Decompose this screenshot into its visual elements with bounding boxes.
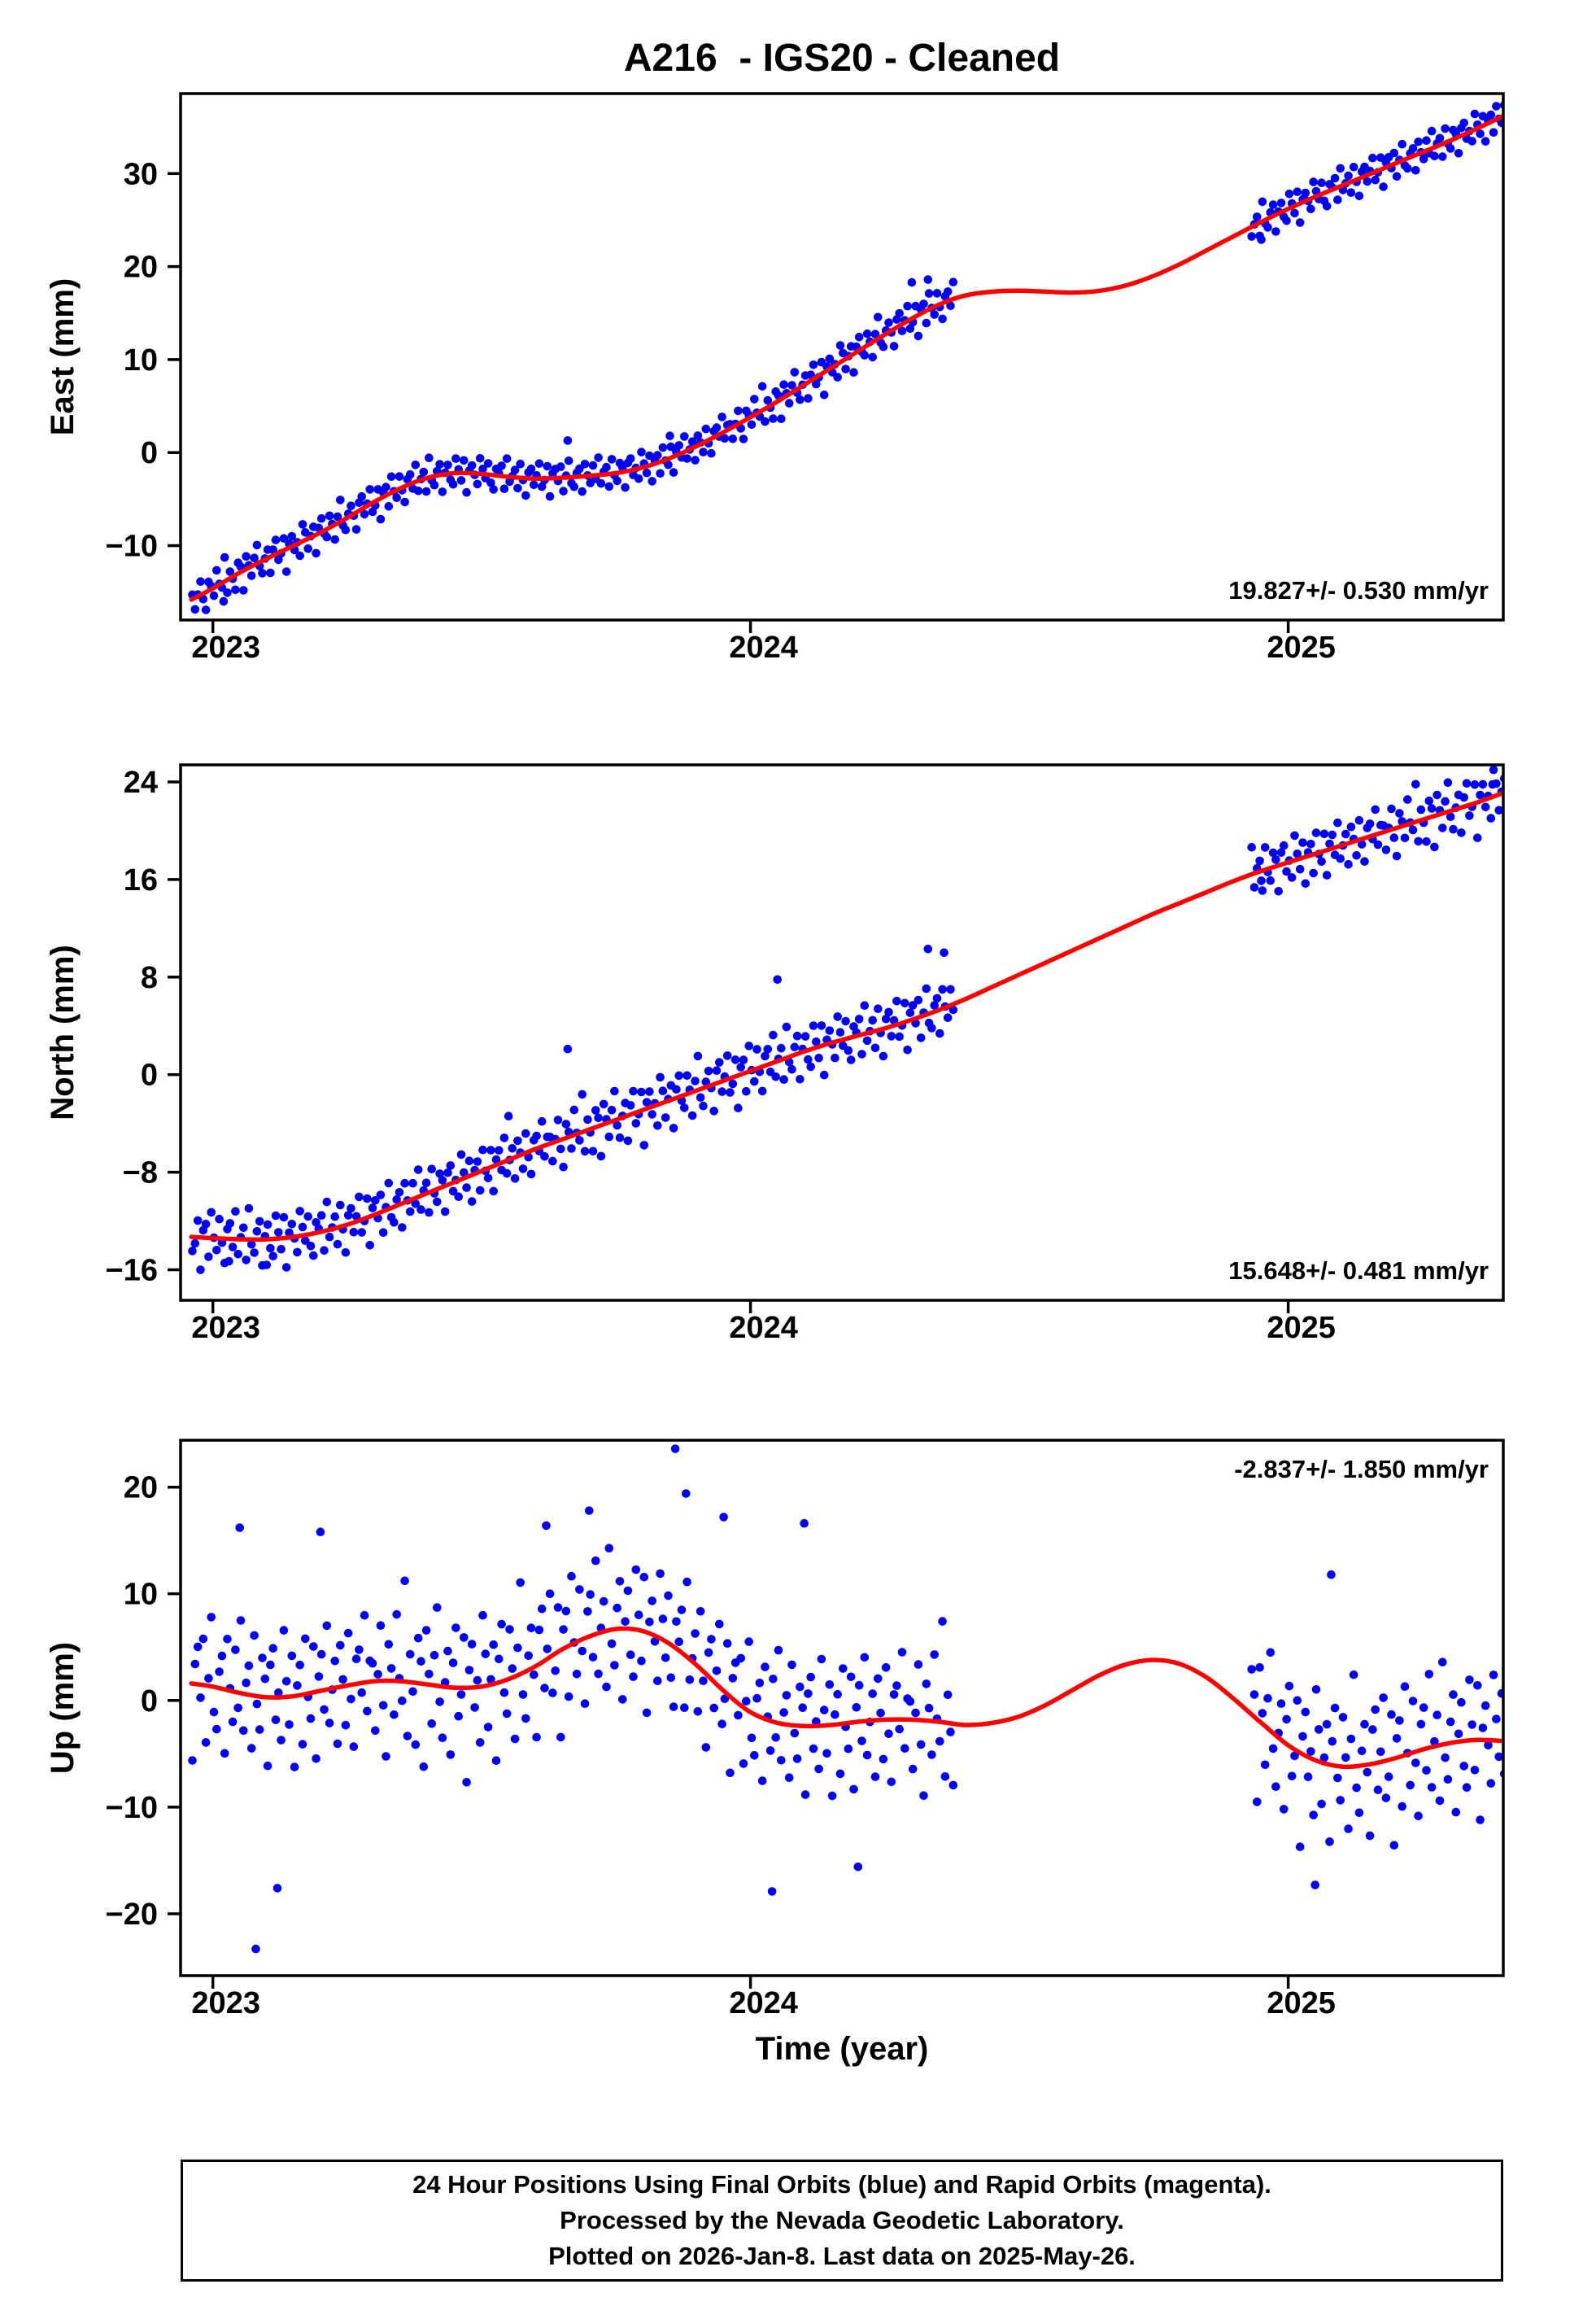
svg-text:16: 16 <box>124 863 158 898</box>
svg-text:0: 0 <box>141 436 158 470</box>
y-axis-label-east: East (mm) <box>45 278 81 435</box>
svg-text:24: 24 <box>124 766 158 800</box>
rate-annotation-north: 15.648+/- 0.481 mm/yr <box>1228 1256 1489 1285</box>
svg-text:2024: 2024 <box>729 631 798 665</box>
svg-text:8: 8 <box>141 961 158 995</box>
svg-text:−20: −20 <box>106 1898 158 1932</box>
panel-east: −10 0 10 20 30 2023 2024 2025 East (mm) 19.827+/-… <box>45 92 1505 665</box>
plot-frame-north <box>179 763 1505 1302</box>
panel-up: −20 −10 0 10 20 2023 2024 2025 Up (mm) -2.837+/- … <box>45 1439 1505 2020</box>
tick-marks-north <box>168 780 1290 1313</box>
y-axis-label-north: North (mm) <box>45 945 81 1120</box>
trend-line-east <box>189 113 1503 602</box>
svg-text:0: 0 <box>141 1684 158 1719</box>
rate-annotation-east: 19.827+/- 0.530 mm/yr <box>1228 576 1489 605</box>
svg-text:−10: −10 <box>106 530 158 564</box>
svg-text:−8: −8 <box>123 1156 158 1190</box>
svg-text:20: 20 <box>124 251 158 285</box>
tick-labels-east: −10 0 10 20 30 2023 2024 2025 <box>106 157 1336 665</box>
svg-text:10: 10 <box>124 1578 158 1612</box>
panel-north: −16 −8 0 8 16 24 2023 2024 2025 North (mm) 15.648+… <box>45 763 1505 1345</box>
footer-line-2: Processed by the Nevada Geodetic Laborat… <box>560 2206 1124 2234</box>
plot-title: A216 - IGS20 - Cleaned <box>623 37 1061 80</box>
svg-text:2024: 2024 <box>729 1986 798 2020</box>
footer-line-3: Plotted on 2026-Jan-8. Last data on 2025… <box>548 2242 1136 2270</box>
tick-labels-up: −20 −10 0 10 20 2023 2024 2025 <box>106 1471 1336 2020</box>
svg-text:20: 20 <box>124 1471 158 1505</box>
svg-text:2023: 2023 <box>191 1986 260 2020</box>
svg-text:0: 0 <box>141 1059 158 1093</box>
trend-line-north <box>189 790 1503 1243</box>
tick-marks-east <box>168 172 1290 633</box>
svg-text:−16: −16 <box>106 1254 158 1288</box>
svg-text:30: 30 <box>124 157 158 191</box>
tick-marks-up <box>168 1485 1290 1989</box>
svg-text:2024: 2024 <box>729 1311 798 1345</box>
y-axis-label-up: Up (mm) <box>45 1642 81 1774</box>
svg-text:2023: 2023 <box>191 1311 260 1345</box>
svg-text:−10: −10 <box>106 1791 158 1825</box>
scatter-points-up <box>188 1444 1503 1954</box>
x-axis-label: Time (year) <box>755 2031 929 2067</box>
svg-text:2025: 2025 <box>1267 631 1336 665</box>
plot-frame-east <box>179 92 1505 622</box>
rate-annotation-up: -2.837+/- 1.850 mm/yr <box>1234 1455 1489 1483</box>
footer-line-1: 24 Hour Positions Using Final Orbits (bl… <box>412 2170 1271 2199</box>
svg-text:10: 10 <box>124 343 158 378</box>
svg-text:2025: 2025 <box>1267 1311 1336 1345</box>
trend-line-up <box>189 1626 1503 1770</box>
scatter-points-east <box>188 100 1503 614</box>
footer-box: 24 Hour Positions Using Final Orbits (bl… <box>181 2160 1503 2282</box>
svg-text:2023: 2023 <box>191 631 260 665</box>
svg-text:2025: 2025 <box>1267 1986 1336 2020</box>
plot-frame-up <box>179 1439 1505 1977</box>
scatter-points-north <box>188 765 1503 1274</box>
tick-labels-north: −16 −8 0 8 16 24 2023 2024 2025 <box>106 766 1336 1345</box>
